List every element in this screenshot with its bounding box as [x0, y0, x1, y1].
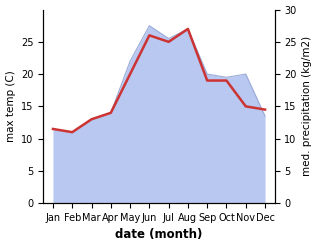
X-axis label: date (month): date (month) [115, 228, 203, 242]
Y-axis label: med. precipitation (kg/m2): med. precipitation (kg/m2) [302, 36, 313, 176]
Y-axis label: max temp (C): max temp (C) [5, 70, 16, 142]
